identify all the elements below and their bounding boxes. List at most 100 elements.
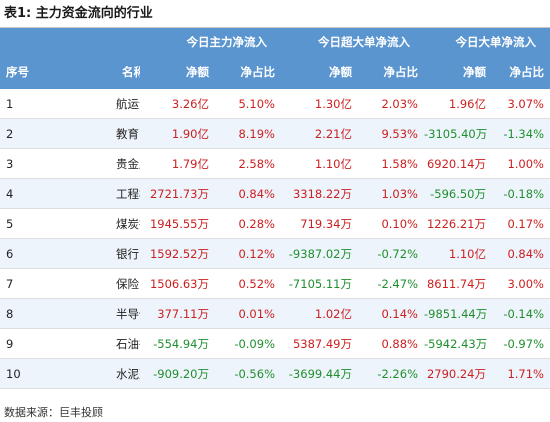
ratio-cell: -0.18% — [492, 178, 550, 209]
amount-cell: 1.96亿 — [424, 89, 492, 119]
industry-name: 工程机械 — [58, 178, 140, 209]
ratio-cell: 0.88% — [358, 328, 424, 359]
amount-cell: 1592.52万 — [140, 238, 215, 269]
ratio-cell: -0.72% — [358, 238, 424, 269]
ratio-cell: 2.03% — [358, 89, 424, 119]
table-body: 1航运港口3.26亿5.10%1.30亿2.03%1.96亿3.07%2教育1.… — [0, 89, 550, 389]
row-seq: 4 — [0, 178, 58, 209]
industry-name: 石油行业 — [58, 328, 140, 359]
amount-cell: 1.90亿 — [140, 118, 215, 149]
amount-cell: 1226.21万 — [424, 208, 492, 239]
ratio-cell: 0.84% — [492, 238, 550, 269]
ratio-cell: -0.09% — [215, 328, 281, 359]
col-header-ratio: 净占比 — [358, 55, 424, 89]
amount-cell: 3318.22万 — [281, 178, 358, 209]
amount-cell: 1.30亿 — [281, 89, 358, 119]
amount-cell: 8611.74万 — [424, 268, 492, 299]
amount-cell: -3105.40万 — [424, 118, 492, 149]
ratio-cell: 0.12% — [215, 238, 281, 269]
ratio-cell: 0.10% — [358, 208, 424, 239]
amount-cell: -7105.11万 — [281, 268, 358, 299]
row-seq: 6 — [0, 238, 58, 269]
amount-cell: -9387.02万 — [281, 238, 358, 269]
col-header-amount: 净额 — [281, 55, 358, 89]
group-header-super-large: 今日超大单净流入 — [281, 28, 424, 55]
amount-cell: 1.79亿 — [140, 148, 215, 179]
table-row: 2 教育 1.90亿 8.19% 2.21亿 9.53% -3105.40万 -1.34% — [0, 118, 550, 149]
table-row: 9石油行业-554.94万-0.09%5387.49万0.88%-5942.43… — [0, 328, 550, 359]
ratio-cell: 5.10% — [215, 89, 281, 119]
col-header-amount: 净额 — [424, 55, 492, 89]
ratio-cell: 0.84% — [215, 178, 281, 209]
group-header-large: 今日大单净流入 — [424, 28, 550, 55]
row-seq: 5 — [0, 208, 58, 239]
ratio-cell: 1.58% — [358, 148, 424, 179]
col-header-ratio: 净占比 — [215, 55, 281, 89]
amount-cell: 1.10亿 — [424, 238, 492, 269]
amount-cell: 2.21亿 — [281, 118, 358, 149]
ratio-cell: 3.00% — [492, 268, 550, 299]
amount-cell: -3699.44万 — [281, 358, 358, 389]
amount-cell: 3.26亿 — [140, 89, 215, 119]
ratio-cell: -0.56% — [215, 358, 281, 389]
ratio-cell: 1.03% — [358, 178, 424, 209]
industry-name: 水泥建材 — [58, 358, 140, 389]
amount-cell: -554.94万 — [140, 328, 215, 359]
table-row: 7 保险 1506.63万 0.52% -7105.11万 -2.47% 8611.74万 3… — [0, 268, 550, 299]
ratio-cell: 2.58% — [215, 148, 281, 179]
col-header-name: 名称 — [58, 55, 140, 89]
amount-cell: 1.10亿 — [281, 148, 358, 179]
table-header: 今日主力净流入 今日超大单净流入 今日大单净流入 序号 名称 净额 净占比 净额… — [0, 28, 550, 89]
table-row: 8半导体377.11万0.01%1.02亿0.14%-9851.44万-0.14… — [0, 298, 550, 329]
ratio-cell: 8.19% — [215, 118, 281, 149]
amount-cell: 1506.63万 — [140, 268, 215, 299]
amount-cell: 1.02亿 — [281, 298, 358, 329]
amount-cell: 6920.14万 — [424, 148, 492, 179]
amount-cell: -9851.44万 — [424, 298, 492, 329]
ratio-cell: 0.14% — [358, 298, 424, 329]
amount-cell: -5942.43万 — [424, 328, 492, 359]
ratio-cell: 0.28% — [215, 208, 281, 239]
amount-cell: 2790.24万 — [424, 358, 492, 389]
data-source-note: 数据来源：巨丰投顾 — [4, 406, 103, 419]
col-header-seq: 序号 — [0, 55, 58, 89]
row-seq: 7 — [0, 268, 58, 299]
table-row: 6 银行 1592.52万 0.12% -9387.02万 -0.72% 1.10亿 0.84… — [0, 238, 550, 269]
amount-cell: 2721.73万 — [140, 178, 215, 209]
row-seq: 9 — [0, 328, 58, 359]
industry-name: 银行 — [58, 238, 140, 269]
ratio-cell: 1.71% — [492, 358, 550, 389]
row-seq: 8 — [0, 298, 58, 329]
amount-cell: 5387.49万 — [281, 328, 358, 359]
amount-cell: 719.34万 — [281, 208, 358, 239]
industry-name: 保险 — [58, 268, 140, 299]
table-row: 4工程机械2721.73万0.84%3318.22万1.03%-596.50万-… — [0, 178, 550, 209]
industry-name: 航运港口 — [58, 89, 140, 119]
ratio-cell: -1.34% — [492, 118, 550, 149]
table-title: 表1: 主力资金流向的行业 — [4, 6, 153, 21]
ratio-cell: 0.52% — [215, 268, 281, 299]
col-header-amount: 净额 — [140, 55, 215, 89]
row-seq: 10 — [0, 358, 58, 389]
ratio-cell: -0.14% — [492, 298, 550, 329]
industry-name: 半导体 — [58, 298, 140, 329]
ratio-cell: 1.00% — [492, 148, 550, 179]
ratio-cell: -2.47% — [358, 268, 424, 299]
row-seq: 3 — [0, 148, 58, 179]
industry-name: 贵金属 — [58, 148, 140, 179]
ratio-cell: -2.26% — [358, 358, 424, 389]
ratio-cell: -0.97% — [492, 328, 550, 359]
amount-cell: 1945.55万 — [140, 208, 215, 239]
table-row: 10水泥建材-909.20万-0.56%-3699.44万-2.26%2790.… — [0, 358, 550, 389]
ratio-cell: 0.01% — [215, 298, 281, 329]
amount-cell: -596.50万 — [424, 178, 492, 209]
row-seq: 2 — [0, 118, 58, 149]
capital-flow-table: 今日主力净流入 今日超大单净流入 今日大单净流入 序号 名称 净额 净占比 净额… — [0, 28, 550, 389]
industry-name: 教育 — [58, 118, 140, 149]
row-seq: 1 — [0, 89, 58, 119]
amount-cell: -909.20万 — [140, 358, 215, 389]
table-row: 5煤炭行业1945.55万0.28%719.34万0.10%1226.21万0.… — [0, 208, 550, 239]
title-divider — [0, 27, 550, 28]
